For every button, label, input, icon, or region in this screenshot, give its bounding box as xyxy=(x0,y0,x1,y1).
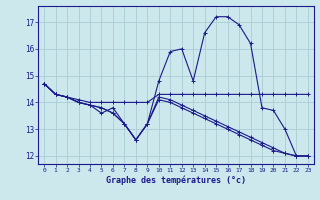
X-axis label: Graphe des températures (°c): Graphe des températures (°c) xyxy=(106,176,246,185)
